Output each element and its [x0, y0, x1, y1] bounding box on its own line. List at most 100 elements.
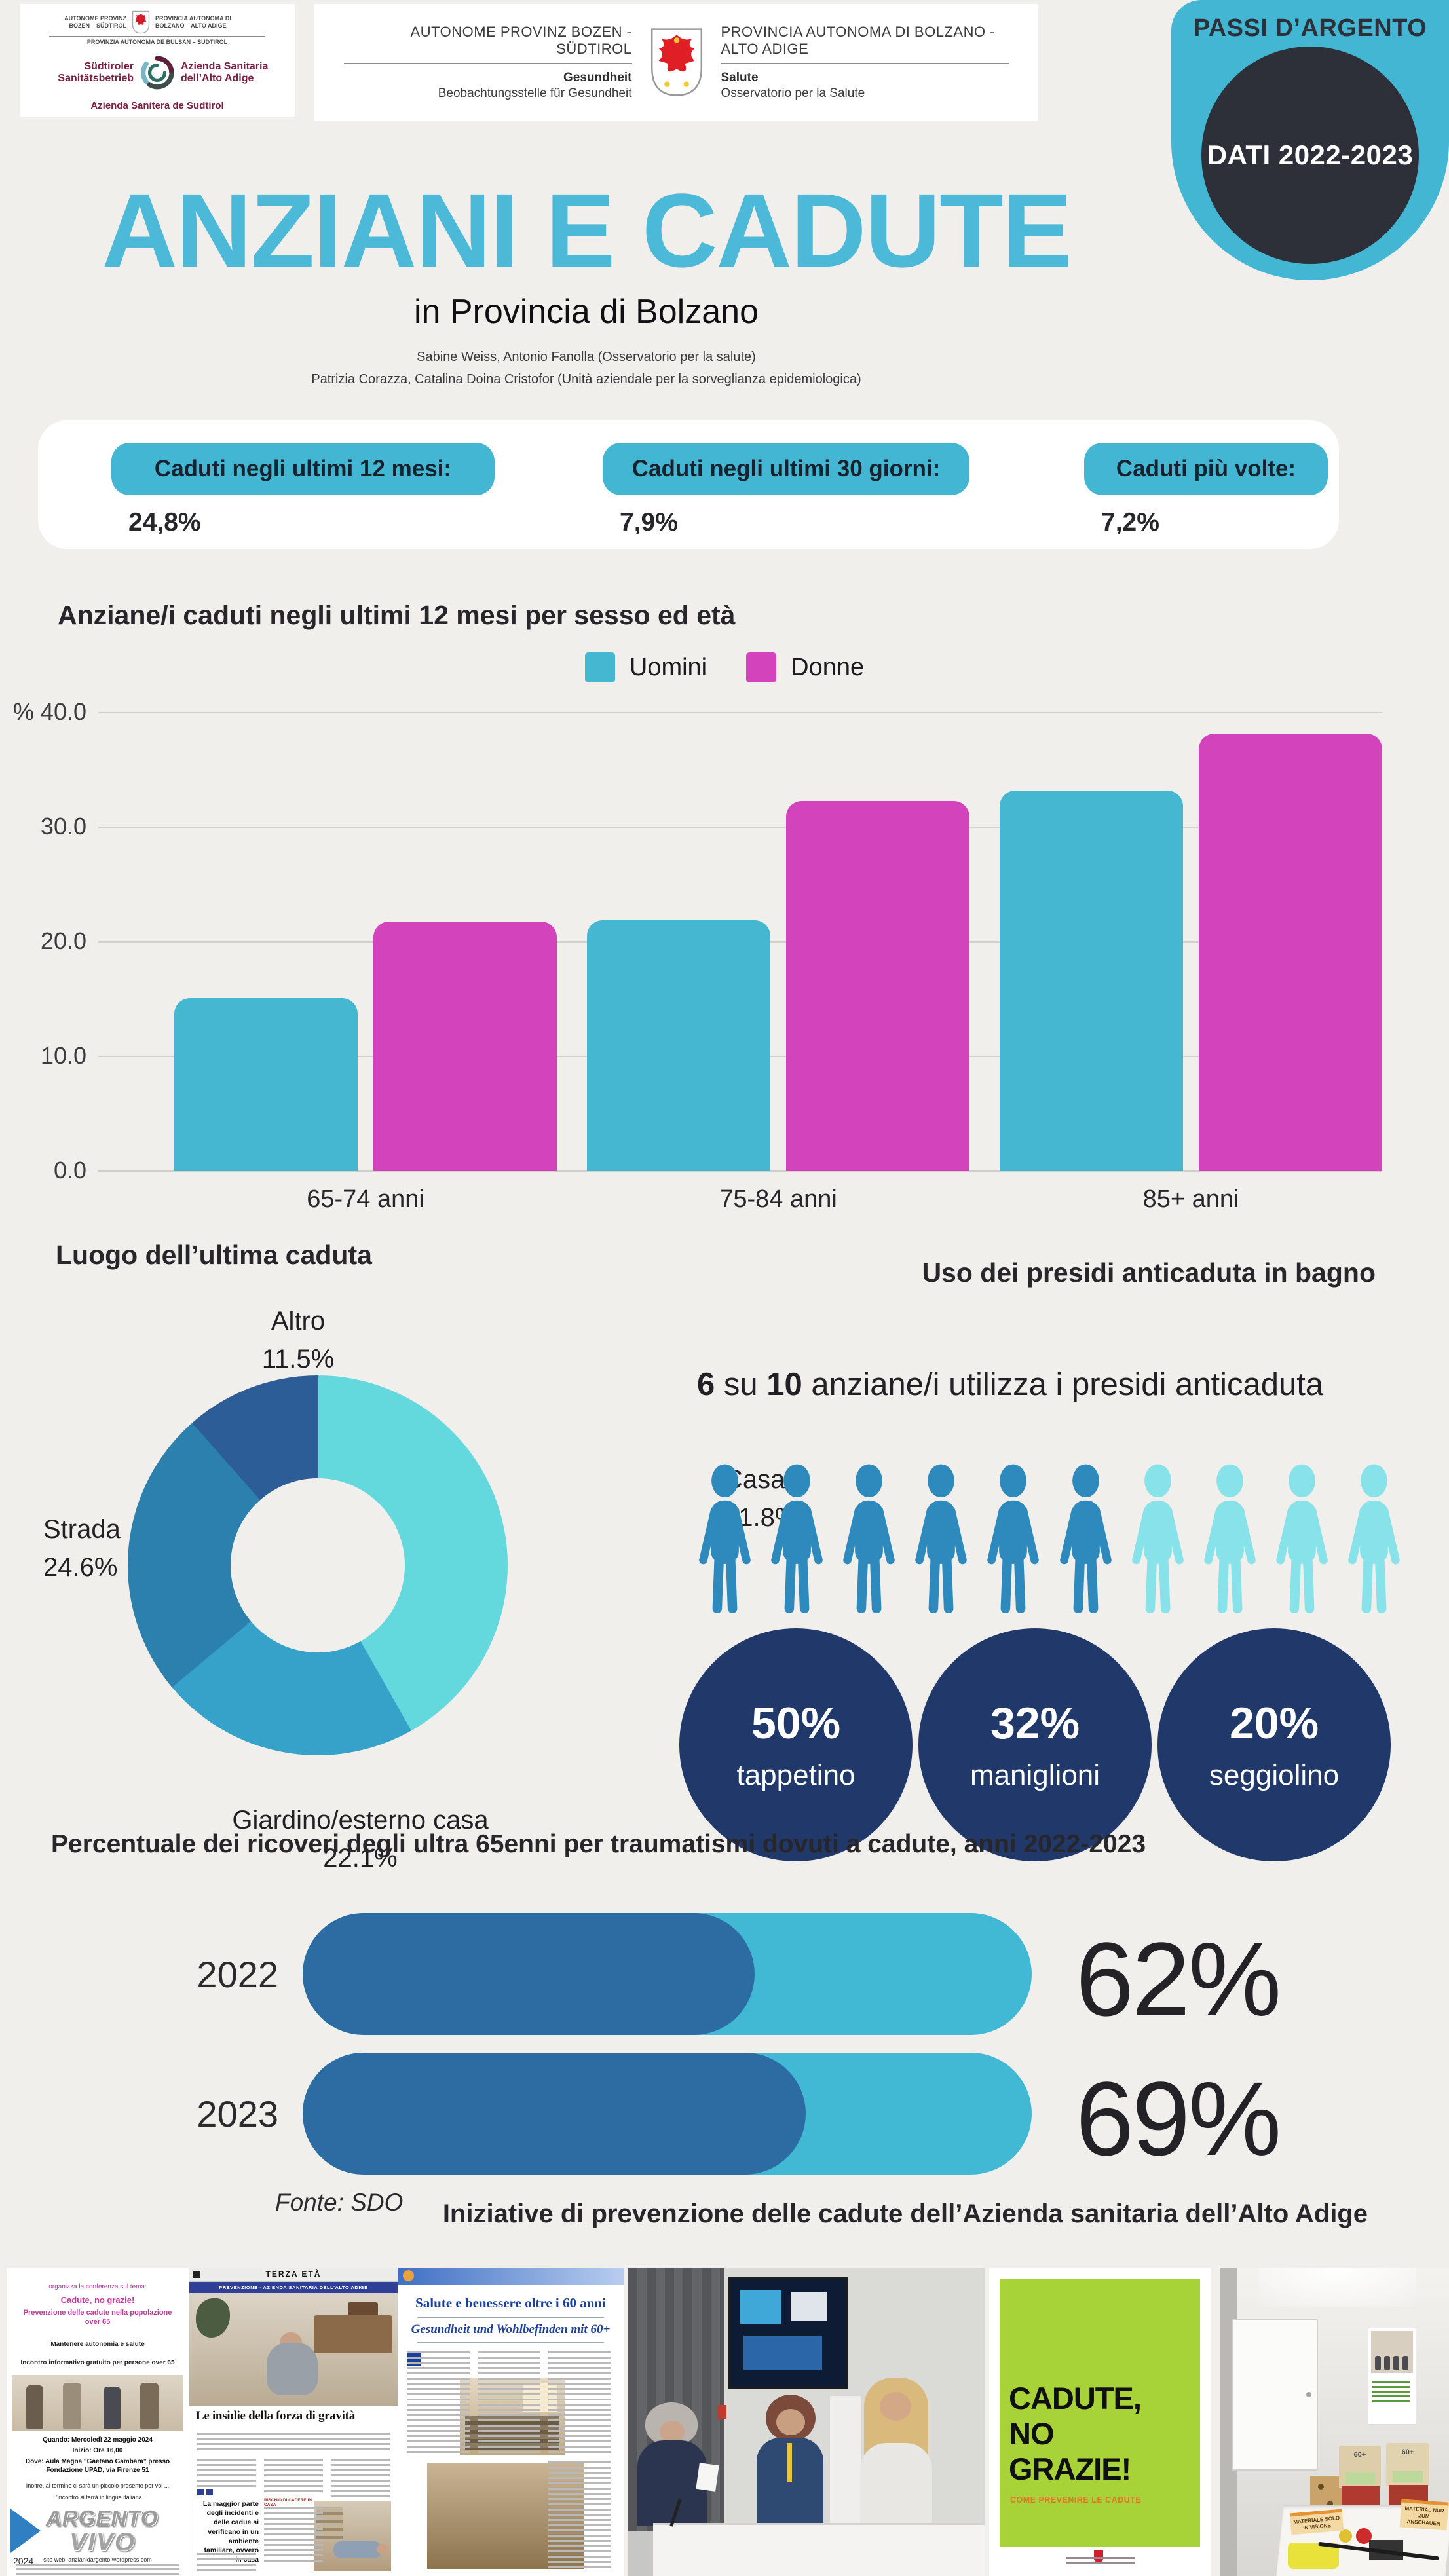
yellow-ball — [1339, 2529, 1352, 2543]
stat-circle-maniglioni: 32% maniglioni — [918, 1628, 1152, 1861]
text-line-placeholder — [548, 2493, 611, 2495]
text-line-placeholder — [264, 2474, 323, 2476]
stat-value-30-giorni: 7,9% — [620, 508, 678, 536]
text-line-placeholder — [197, 2569, 256, 2571]
flyer-line-4: Mantenere autonomia e salute — [50, 2341, 145, 2348]
text-line-placeholder — [264, 2544, 323, 2546]
text-line-placeholder — [478, 2419, 540, 2421]
tappetino-value: 50% — [751, 1698, 841, 1748]
text-line-placeholder — [264, 2507, 323, 2509]
lanyard — [787, 2443, 792, 2482]
text-line-placeholder — [548, 2351, 611, 2353]
text-line-placeholder — [548, 2414, 611, 2416]
flyer-line-3: Prevenzione delle cadute nella popolazio… — [23, 2309, 172, 2326]
person-icon-4 — [909, 1459, 973, 1620]
text-line-placeholder — [331, 2474, 390, 2476]
newspaper-masthead — [189, 2268, 398, 2282]
text-line-placeholder — [264, 2533, 323, 2535]
text-line-placeholder — [548, 2451, 611, 2453]
coat-of-arms-icon — [132, 10, 150, 34]
text-line-placeholder — [407, 2414, 470, 2416]
altro-label: Altro — [271, 1307, 326, 1335]
presentation-screen — [728, 2277, 848, 2389]
donne-swatch-icon — [746, 652, 777, 682]
flyer-quando: Quando: Mercoledì 22 maggio 2024 — [43, 2436, 153, 2444]
gridline-0.0 — [98, 1170, 1382, 1172]
door — [1232, 2319, 1318, 2471]
text-line-placeholder — [478, 2393, 540, 2395]
text-line-placeholder — [264, 2480, 323, 2482]
legend-label-donne: Donne — [791, 653, 865, 681]
text-line-placeholder — [478, 2367, 540, 2369]
green-poster-background: CADUTE, NO GRAZIE! COME PREVENIRE LE CAD… — [1000, 2279, 1200, 2547]
text-line-placeholder — [548, 2435, 611, 2437]
y-tick-30.0: 30.0 — [40, 813, 86, 840]
text-line-placeholder — [548, 2561, 611, 2563]
legend-item-donne: Donne — [746, 652, 864, 682]
text-line-placeholder — [548, 2393, 611, 2395]
text-line-placeholder — [478, 2414, 540, 2416]
text-line-placeholder — [331, 2490, 390, 2492]
authors-line-1: Sabine Weiss, Antonio Fanolla (Osservato… — [417, 350, 756, 364]
text-line-placeholder — [197, 2443, 390, 2445]
text-line-placeholder — [548, 2503, 611, 2505]
text-line-placeholder — [264, 2459, 323, 2461]
grouped-bar-chart: 0.0 10.0 20.0 30.0 % 40.0 65-74 anni 75-84 ann… — [13, 698, 1382, 1213]
text-line-placeholder — [407, 2404, 470, 2406]
bar-uomini-85+-anni — [1000, 791, 1183, 1171]
text-line-placeholder — [548, 2566, 611, 2568]
ricoveri-bar-2023-fill — [303, 2053, 806, 2175]
strada-label: Strada — [43, 1515, 121, 1544]
red-box-1 — [1342, 2486, 1380, 2505]
text-line-placeholder — [548, 2540, 611, 2542]
badge-title: PASSI D’ARGENTO — [1193, 14, 1427, 42]
speaker-2-face — [776, 2409, 805, 2435]
dept-de-bold: Gesundheit — [563, 71, 632, 84]
bar-donne-65-74-anni — [373, 921, 557, 1171]
text-line-placeholder — [197, 2553, 256, 2555]
stat-value-piu-volte: 7,2% — [1101, 508, 1159, 536]
coat-of-arms-eagle-icon — [650, 28, 702, 96]
text-line-placeholder — [1372, 2400, 1410, 2402]
bar-uomini-65-74-anni — [174, 998, 358, 1171]
x-category-75-84-anni: 75-84 anni — [719, 1185, 837, 1213]
flyer-inizio: Inizio: Ore 16,00 — [72, 2447, 123, 2454]
text-line-placeholder — [478, 2430, 540, 2432]
text-line-placeholder — [407, 2357, 470, 2359]
donut-label-strada: Strada 24.6% — [43, 1510, 121, 1586]
stat-caduti-piu-volte: Caduti più volte: 7,2% — [1084, 443, 1328, 537]
strip-photo-materials-table: 60+ 60+ MATERIALE SOLO IN VISIONE MATERI… — [1220, 2268, 1449, 2576]
text-line-placeholder — [548, 2383, 611, 2385]
text-line-placeholder — [478, 2378, 540, 2380]
text-line-placeholder — [548, 2477, 611, 2479]
newspaper-photo-fallen-man — [314, 2501, 391, 2571]
text-line-placeholder — [16, 2564, 179, 2566]
text-line-placeholder — [197, 2448, 390, 2450]
flyer-line-1: organizza la conferenza sul tema: — [48, 2283, 147, 2290]
legend-item-uomini: Uomini — [584, 652, 707, 682]
altro-pct: 11.5% — [261, 1345, 335, 1373]
quote-square-icon-2 — [206, 2489, 213, 2495]
strada-pct: 24.6% — [43, 1553, 118, 1582]
text-line-placeholder — [407, 2451, 470, 2453]
text-line-placeholder — [264, 2523, 323, 2525]
text-line-placeholder — [264, 2549, 323, 2551]
ceiling-light — [1259, 2268, 1416, 2307]
text-line-placeholder — [1372, 2381, 1410, 2383]
dept-it: Osservatorio per la Salute — [721, 86, 865, 100]
text-line-placeholder — [548, 2519, 611, 2521]
authors-block: Sabine Weiss, Antonio Fanolla (Osservato… — [0, 346, 1173, 390]
text-line-placeholder — [548, 2550, 611, 2552]
text-line-placeholder — [478, 2425, 540, 2427]
speaker-3-body — [860, 2443, 932, 2526]
header-logo-card-province: AUTONOME PROVINZ BOZEN - SÜDTIROL Gesund… — [314, 4, 1038, 121]
photo-strip: organizza la conferenza sul tema: Cadute… — [0, 2268, 1449, 2576]
text-line-placeholder — [16, 2573, 179, 2575]
text-line-placeholder — [407, 2409, 470, 2411]
text-line-placeholder — [407, 2367, 470, 2369]
text-line-placeholder — [407, 2446, 470, 2448]
text-line-placeholder — [548, 2367, 611, 2369]
text-line-placeholder — [478, 2388, 540, 2390]
text-line-placeholder — [264, 2539, 323, 2541]
